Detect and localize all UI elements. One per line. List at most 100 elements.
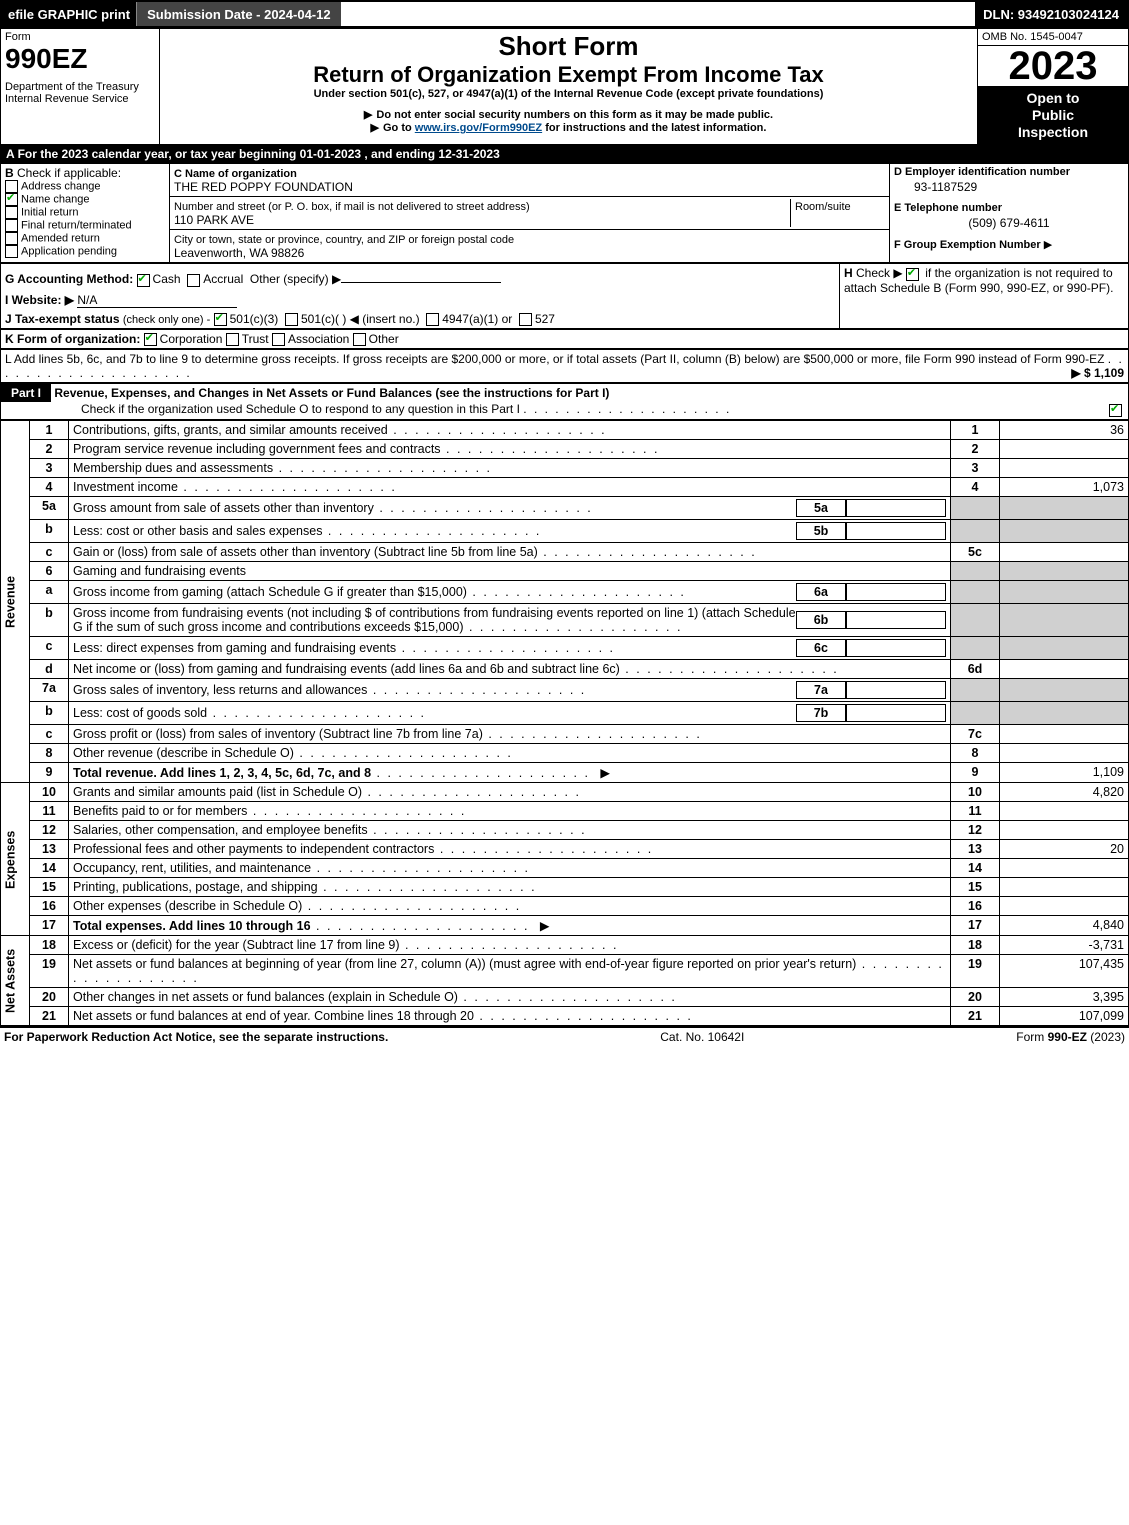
mini-box-label: 6a [796, 583, 846, 601]
line-desc: Net assets or fund balances at end of ye… [69, 1007, 951, 1026]
d-label: D Employer identification number [894, 166, 1124, 178]
j-527-checkbox[interactable] [519, 313, 532, 326]
street-label: Number and street (or P. O. box, if mail… [174, 201, 530, 213]
line-box-shaded [951, 604, 1000, 637]
j-opt4: 527 [535, 312, 555, 326]
mini-box-value[interactable] [846, 583, 946, 601]
line-val-shaded [1000, 604, 1129, 637]
line-desc: Grants and similar amounts paid (list in… [69, 783, 951, 802]
line-number: 10 [30, 783, 69, 802]
b-opt-checkbox[interactable] [5, 193, 18, 206]
other-label: Other (specify) ▶ [250, 272, 341, 286]
line-box: 20 [951, 988, 1000, 1007]
b-opt-checkbox[interactable] [5, 232, 18, 245]
line-box: 11 [951, 802, 1000, 821]
efile-label[interactable]: efile GRAPHIC print [2, 2, 136, 26]
line-value [1000, 897, 1129, 916]
line-box: 3 [951, 459, 1000, 478]
line-desc: Gaming and fundraising events [69, 562, 951, 581]
f-label: F Group Exemption Number [894, 239, 1041, 251]
mini-box-value[interactable] [846, 704, 946, 722]
street-value: 110 PARK AVE [174, 213, 254, 227]
line-number: b [30, 520, 69, 543]
line-number: 14 [30, 859, 69, 878]
line-desc: Contributions, gifts, grants, and simila… [69, 421, 951, 440]
line-box-shaded [951, 581, 1000, 604]
mini-box-value[interactable] [846, 522, 946, 540]
j-4947-checkbox[interactable] [426, 313, 439, 326]
mini-box-value[interactable] [846, 499, 946, 517]
line-value: 107,099 [1000, 1007, 1129, 1026]
k-opt-checkbox[interactable] [353, 333, 366, 346]
cash-label: Cash [153, 272, 181, 286]
line-val-shaded [1000, 497, 1129, 520]
b-opt-label: Final return/terminated [21, 220, 132, 232]
warn2-suffix: for instructions and the latest informat… [545, 122, 766, 134]
k-opt-checkbox[interactable] [272, 333, 285, 346]
mini-box-value[interactable] [846, 681, 946, 699]
irs-link[interactable]: www.irs.gov/Form990EZ [415, 122, 542, 134]
line-number: 8 [30, 744, 69, 763]
b-opt-checkbox[interactable] [5, 206, 18, 219]
h-checkbox[interactable] [906, 268, 919, 281]
k-opt-checkbox[interactable] [226, 333, 239, 346]
line-desc: Gross income from gaming (attach Schedul… [69, 581, 951, 604]
i-label: I Website: ▶ [5, 293, 74, 307]
line-number: d [30, 660, 69, 679]
part1-lines: Revenue1Contributions, gifts, grants, an… [0, 420, 1129, 1026]
part1-schedule-o-checkbox[interactable] [1109, 404, 1122, 417]
line-desc: Printing, publications, postage, and shi… [69, 878, 951, 897]
line-desc: Occupancy, rent, utilities, and maintena… [69, 859, 951, 878]
line-value [1000, 440, 1129, 459]
open-inspection: Open to Public Inspection [978, 86, 1128, 144]
line-desc: Total expenses. Add lines 10 through 16 … [69, 916, 951, 936]
line-value: 1,109 [1000, 763, 1129, 783]
mini-box-label: 5a [796, 499, 846, 517]
b-opt-checkbox[interactable] [5, 245, 18, 258]
line-desc: Gross income from fundraising events (no… [69, 604, 951, 637]
line-desc: Excess or (deficit) for the year (Subtra… [69, 936, 951, 955]
section-label: Revenue [1, 421, 30, 783]
b-opt-checkbox[interactable] [5, 219, 18, 232]
line-box: 1 [951, 421, 1000, 440]
line-number: c [30, 725, 69, 744]
j-501c3-checkbox[interactable] [214, 313, 227, 326]
line-desc: Membership dues and assessments [69, 459, 951, 478]
short-form-title: Short Form [164, 31, 973, 62]
line-value: 1,073 [1000, 478, 1129, 497]
line-number: 1 [30, 421, 69, 440]
line-value: 36 [1000, 421, 1129, 440]
mini-box-value[interactable] [846, 611, 946, 629]
line-box: 15 [951, 878, 1000, 897]
line-val-shaded [1000, 702, 1129, 725]
mini-box-label: 6c [796, 639, 846, 657]
entity-info: B Check if applicable: Address changeNam… [0, 163, 1129, 263]
j-501c-checkbox[interactable] [285, 313, 298, 326]
l-text: L Add lines 5b, 6c, and 7b to line 9 to … [5, 352, 1104, 366]
line-val-shaded [1000, 562, 1129, 581]
j-opt2: 501(c)( ) ◀ (insert no.) [301, 312, 420, 326]
line-desc: Gain or (loss) from sale of assets other… [69, 543, 951, 562]
mini-box-value[interactable] [846, 639, 946, 657]
line-box-shaded [951, 562, 1000, 581]
submission-date: Submission Date - 2024-04-12 [136, 2, 341, 26]
warn2-prefix: Go to [371, 122, 415, 134]
part1-heading: Revenue, Expenses, and Changes in Net As… [54, 386, 609, 400]
mini-box-label: 5b [796, 522, 846, 540]
line-box: 6d [951, 660, 1000, 679]
cash-checkbox[interactable] [137, 274, 150, 287]
accrual-checkbox[interactable] [187, 274, 200, 287]
line-box: 14 [951, 859, 1000, 878]
line-desc: Gross amount from sale of assets other t… [69, 497, 951, 520]
line-value: 4,820 [1000, 783, 1129, 802]
line-value [1000, 878, 1129, 897]
tax-year: 2023 [978, 46, 1128, 86]
subtitle: Under section 501(c), 527, or 4947(a)(1)… [164, 88, 973, 100]
dept-label: Department of the Treasury Internal Reve… [5, 81, 155, 105]
line-box: 12 [951, 821, 1000, 840]
line-number: c [30, 543, 69, 562]
k-opt-checkbox[interactable] [144, 333, 157, 346]
line-desc: Less: cost of goods sold 7b [69, 702, 951, 725]
line-desc: Salaries, other compensation, and employ… [69, 821, 951, 840]
line-val-shaded [1000, 581, 1129, 604]
